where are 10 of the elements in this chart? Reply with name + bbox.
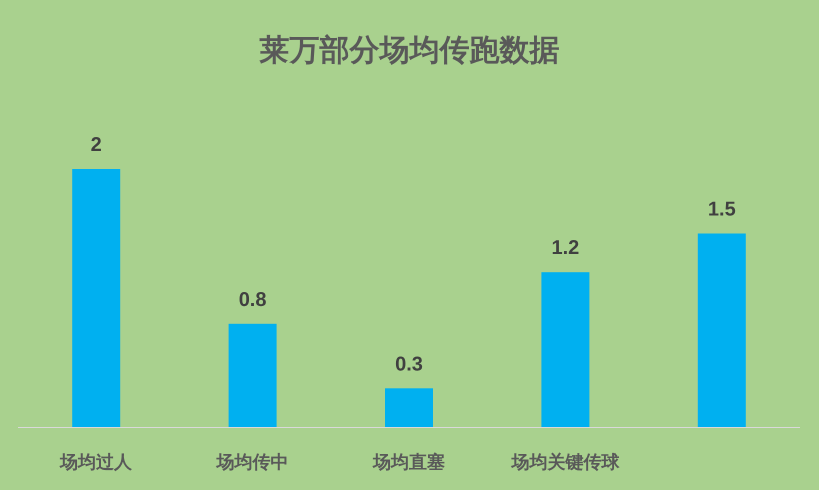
data-label: 0.3 bbox=[395, 353, 423, 376]
data-label: 0.8 bbox=[238, 288, 267, 311]
data-label: 1.2 bbox=[551, 237, 580, 260]
chart-title: 莱万部分场均传跑数据 bbox=[258, 33, 560, 67]
data-label: 2 bbox=[90, 134, 102, 156]
x-tick-label: 场均关键传球 bbox=[510, 452, 620, 472]
x-tick-label: 场均过人 bbox=[59, 452, 134, 472]
x-tick-label: 场均直塞 bbox=[372, 452, 445, 472]
x-tick-label: 场均传中 bbox=[216, 452, 289, 472]
data-label: 1.5 bbox=[708, 198, 736, 220]
